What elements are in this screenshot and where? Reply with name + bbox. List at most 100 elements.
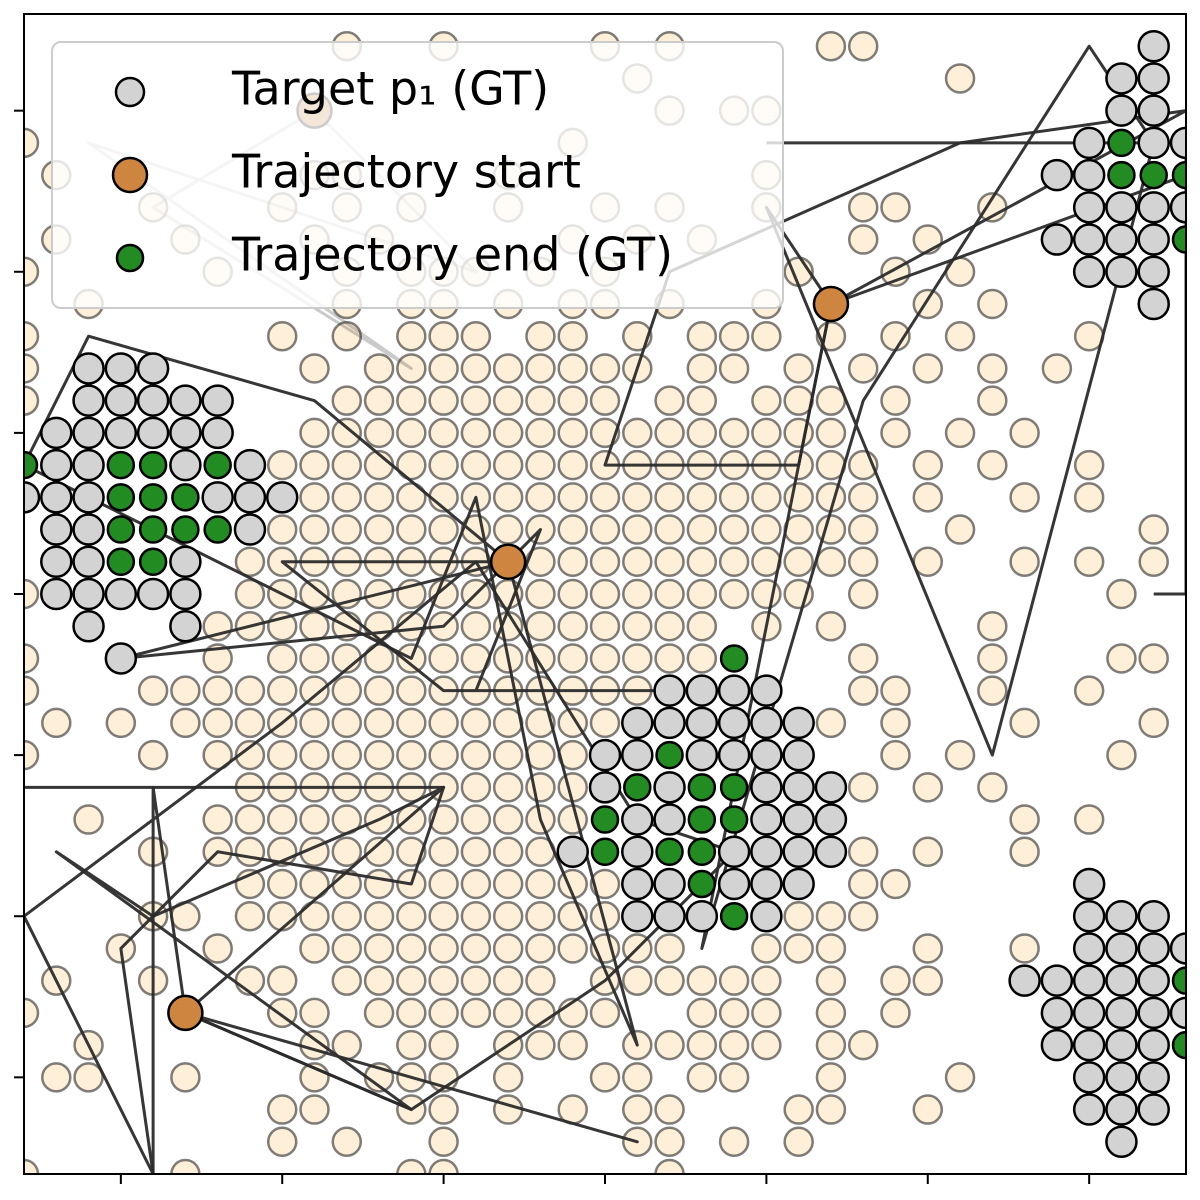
background-point [492, 836, 524, 868]
background-point [686, 643, 718, 674]
background-point [525, 965, 556, 996]
point [782, 706, 815, 740]
point [1105, 62, 1138, 95]
background-point [24, 256, 40, 288]
point [1137, 287, 1170, 321]
point [750, 867, 783, 901]
background-point [751, 417, 782, 449]
background-point [622, 643, 653, 674]
background-point [751, 1029, 782, 1061]
background-point [847, 1029, 879, 1061]
background-point [589, 514, 621, 545]
background-point [299, 514, 330, 545]
background-point [460, 739, 492, 771]
background-point [525, 868, 556, 900]
background-point [266, 449, 298, 481]
point [169, 577, 202, 611]
background-point [654, 933, 685, 964]
background-point [299, 417, 330, 449]
background-point [751, 482, 782, 513]
background-point [718, 578, 750, 610]
trajectory [119, 528, 672, 693]
point [203, 515, 232, 544]
background-point [202, 933, 233, 964]
background-point [718, 482, 750, 513]
background-point [492, 385, 524, 416]
background-point [266, 804, 298, 835]
background-point [912, 482, 944, 513]
point [1137, 996, 1170, 1030]
point [72, 513, 105, 546]
background-point [686, 320, 718, 352]
background-point [428, 997, 459, 1029]
background-point [686, 514, 718, 545]
point [719, 644, 749, 673]
background-point [686, 1062, 718, 1093]
background-point [331, 482, 363, 513]
background-point [654, 1158, 685, 1174]
point [1105, 1125, 1138, 1159]
background-point [266, 320, 298, 352]
legend-label: Trajectory end (GT) [231, 228, 673, 282]
point [1105, 996, 1138, 1030]
background-point [847, 224, 879, 255]
background-point [363, 482, 395, 513]
background-point [24, 127, 40, 159]
point [1137, 1093, 1170, 1126]
background-point [977, 353, 1008, 384]
background-point [525, 449, 556, 481]
background-point [783, 900, 814, 932]
background-point [751, 385, 782, 416]
legend-marker [114, 76, 146, 108]
point [750, 738, 783, 772]
point [717, 706, 751, 740]
point [814, 835, 848, 869]
background-point [460, 610, 492, 642]
background-point [299, 900, 330, 932]
background-point [751, 514, 782, 545]
background-point [331, 739, 363, 771]
point [750, 803, 783, 836]
background-point [1138, 643, 1169, 674]
point [233, 513, 267, 546]
point [104, 416, 138, 450]
background-point [234, 578, 266, 610]
background-point [1073, 449, 1105, 481]
background-point [847, 836, 879, 868]
background-point [783, 353, 814, 384]
trajectory [24, 334, 639, 1047]
background-point [557, 320, 588, 352]
background-point [589, 707, 621, 739]
point [203, 450, 232, 480]
background-point [331, 900, 363, 932]
background-point [105, 707, 137, 739]
point [717, 738, 751, 772]
background-point [396, 707, 427, 739]
background-point [977, 610, 1008, 642]
background-point [460, 965, 492, 996]
point [171, 483, 200, 512]
background-point [589, 900, 621, 932]
background-point [654, 1029, 685, 1061]
point [685, 706, 719, 740]
background-point [266, 643, 298, 674]
background-point [234, 836, 266, 868]
background-point [170, 675, 201, 706]
point [717, 674, 751, 707]
point [169, 545, 202, 579]
background-point [718, 417, 750, 449]
background-point [24, 578, 40, 610]
background-point [299, 933, 330, 964]
point [1105, 255, 1138, 289]
background-point [718, 965, 750, 996]
point [1137, 126, 1170, 160]
background-point [751, 997, 782, 1029]
background-point [622, 417, 653, 449]
background-point [331, 836, 363, 868]
background-point [1073, 804, 1105, 835]
background-point [1106, 578, 1137, 610]
background-point [847, 868, 879, 900]
background-point [880, 192, 911, 223]
background-point [557, 546, 588, 578]
background-point [1138, 514, 1169, 545]
